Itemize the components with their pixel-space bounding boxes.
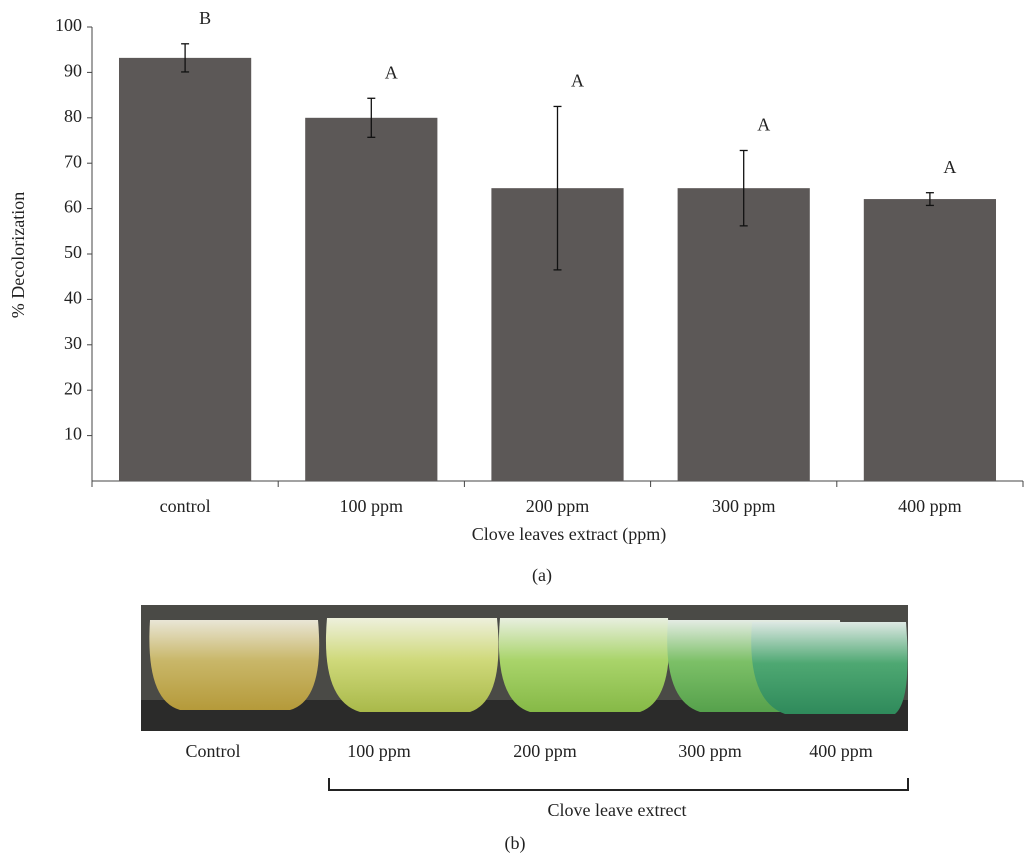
y-tick-label: 40 xyxy=(64,288,82,308)
y-tick-label: 80 xyxy=(64,106,82,126)
y-tick-label: 100 xyxy=(55,15,82,35)
figure: % Decolorization Clove leaves extract (p… xyxy=(0,0,1030,860)
panel-label: (b) xyxy=(505,833,526,854)
flask xyxy=(499,618,669,712)
bar xyxy=(864,199,996,481)
x-tick-label: 100 ppm xyxy=(340,496,404,516)
flask xyxy=(149,620,319,710)
page: % Decolorization Clove leaves extract (p… xyxy=(0,0,1030,860)
significance-letter: A xyxy=(757,115,770,135)
flask xyxy=(751,622,907,714)
photo-label: 200 ppm xyxy=(513,741,577,761)
y-tick-label: 20 xyxy=(64,378,82,398)
photo-label: Control xyxy=(185,741,240,761)
y-tick-label: 50 xyxy=(64,242,82,262)
significance-letter: A xyxy=(385,62,398,82)
y-axis-label: % Decolorization xyxy=(8,192,28,318)
bar xyxy=(678,188,810,481)
panel-label: (a) xyxy=(532,565,552,586)
significance-letter: A xyxy=(943,157,956,177)
bar xyxy=(305,118,437,481)
bracket-label: Clove leave extrect xyxy=(548,800,687,820)
x-tick-label: 400 ppm xyxy=(898,496,962,516)
x-axis-label: Clove leaves extract (ppm) xyxy=(472,524,666,545)
bar xyxy=(119,58,251,481)
photo-label: 400 ppm xyxy=(809,741,873,761)
photo-label: 300 ppm xyxy=(678,741,742,761)
y-tick-label: 10 xyxy=(64,424,82,444)
x-tick-label: control xyxy=(160,496,211,516)
bracket xyxy=(329,778,908,790)
y-tick-label: 90 xyxy=(64,61,82,81)
x-tick-label: 300 ppm xyxy=(712,496,776,516)
photo xyxy=(141,605,908,731)
photo-label: 100 ppm xyxy=(347,741,411,761)
significance-letter: A xyxy=(571,71,584,91)
significance-letter: B xyxy=(199,8,211,28)
y-tick-label: 70 xyxy=(64,151,82,171)
flask xyxy=(326,618,499,712)
y-tick-label: 60 xyxy=(64,197,82,217)
y-tick-label: 30 xyxy=(64,333,82,353)
x-tick-label: 200 ppm xyxy=(526,496,590,516)
